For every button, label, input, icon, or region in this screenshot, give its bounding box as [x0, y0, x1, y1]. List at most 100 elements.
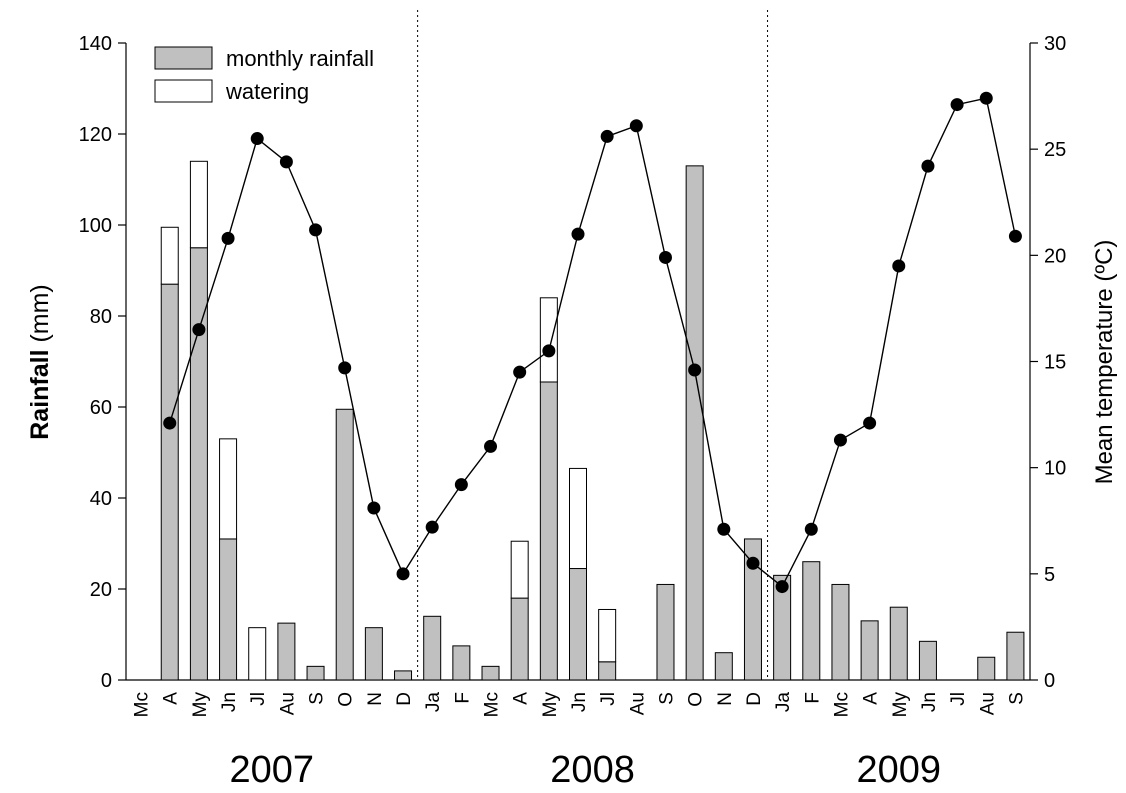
x-tick-label: My: [890, 692, 911, 718]
x-tick-label: Au: [977, 692, 998, 715]
temperature-point: [1008, 229, 1022, 243]
temperature-point: [746, 556, 760, 570]
x-tick-label: O: [686, 692, 707, 707]
bar-monthly-rainfall: [714, 652, 733, 681]
x-tick-label: A: [861, 692, 882, 705]
legend-label-watering: watering: [225, 79, 309, 104]
bar-monthly-rainfall: [802, 561, 821, 681]
bar-monthly-rainfall: [598, 661, 617, 681]
year-label-2007: 2007: [230, 749, 315, 791]
y-tick-label-right: 0: [1044, 670, 1055, 692]
bar-watering: [598, 608, 617, 663]
year-labels: 2007 2008 2009: [230, 749, 942, 791]
temperature-point: [571, 227, 585, 241]
temperature-point: [979, 91, 993, 105]
temperature-point: [717, 522, 731, 536]
y-axis-title-right: Mean temperature (ºC): [1091, 240, 1118, 485]
bar-monthly-rainfall: [1006, 631, 1025, 681]
y-tick-label-right: 20: [1044, 245, 1066, 267]
x-tick-label: Mc: [132, 692, 153, 717]
bar-watering: [539, 297, 558, 383]
bar-monthly-rainfall: [860, 620, 879, 681]
bar-monthly-rainfall: [394, 670, 413, 681]
x-tick-label: A: [511, 692, 532, 705]
bar-monthly-rainfall: [656, 583, 675, 681]
temperature-point: [629, 119, 643, 133]
bar-monthly-rainfall: [539, 381, 558, 681]
x-tick-label: F: [452, 692, 473, 704]
temperature-point: [367, 501, 381, 515]
x-tick-label: My: [540, 692, 561, 718]
x-tick-label: D: [394, 692, 415, 706]
x-tick-label: O: [336, 692, 357, 707]
bar-watering: [510, 540, 529, 599]
x-tick-label: Au: [277, 692, 298, 715]
temperature-point: [513, 365, 527, 379]
x-tick-label: Mc: [831, 692, 852, 717]
temperature-point: [688, 363, 702, 377]
temperature-point: [425, 520, 439, 534]
bar-monthly-rainfall: [743, 538, 762, 681]
legend-swatch-watering: [154, 79, 213, 103]
y-tick-label-right: 5: [1044, 564, 1055, 586]
legend: monthly rainfall watering: [154, 46, 374, 104]
temperature-point: [309, 223, 323, 237]
y-tick-label-left: 80: [90, 306, 112, 328]
temperature-point: [396, 567, 410, 581]
x-tick-label: My: [190, 692, 211, 718]
bar-watering: [189, 160, 208, 249]
chart-axes: 0 20 40 60 80 100 120 140 0 5 10 15 20 25 30: [79, 33, 1067, 692]
temperature-point: [163, 416, 177, 430]
x-tick-label: S: [1006, 692, 1027, 705]
temperature-point: [250, 132, 264, 146]
temperature-point: [484, 439, 498, 453]
temperature-point: [600, 129, 614, 143]
year-dividers: [417, 10, 769, 680]
bar-monthly-rainfall: [918, 640, 937, 681]
x-tick-label: Jn: [569, 692, 590, 712]
temperature-point: [221, 231, 235, 245]
bar-monthly-rainfall: [160, 283, 179, 681]
x-tick-label: Mc: [482, 692, 503, 717]
temperature-point: [454, 478, 468, 492]
bar-monthly-rainfall: [831, 583, 850, 681]
y-tick-label-right: 30: [1044, 33, 1066, 55]
legend-swatch-monthly-rainfall: [154, 46, 213, 70]
bar-monthly-rainfall: [481, 665, 500, 681]
temperature-point: [804, 522, 818, 536]
x-tick-labels: Mc A My Jn Jl Au S O N D Ja F Mc A My Jn Jl Au S O N D Ja F Mc A M…: [132, 692, 1028, 718]
x-tick-label: Ja: [423, 692, 444, 713]
bar-monthly-rainfall: [773, 574, 792, 681]
x-tick-label: N: [365, 692, 386, 706]
bar-monthly-rainfall: [569, 568, 587, 681]
x-tick-label: Jl: [948, 692, 969, 706]
y-tick-label-left: 60: [90, 397, 112, 419]
temperature-series-line: [169, 97, 1017, 588]
x-tick-label: N: [715, 692, 736, 706]
x-tick-label: Jn: [919, 692, 940, 712]
temperature-point: [921, 159, 935, 173]
bar-watering: [569, 467, 587, 570]
x-tick-label: D: [744, 692, 765, 706]
y-tick-label-right: 15: [1044, 352, 1066, 374]
temperature-point: [658, 250, 672, 264]
y-tick-label-left: 100: [79, 215, 112, 237]
y-tick-label-left: 120: [79, 124, 112, 146]
temperature-point: [279, 155, 293, 169]
year-label-2009: 2009: [857, 749, 942, 791]
temperature-point: [892, 259, 906, 273]
bar-monthly-rainfall: [423, 615, 442, 681]
y-tick-label-left: 0: [101, 670, 112, 692]
x-tick-label: S: [307, 692, 328, 705]
y-tick-label-right: 25: [1044, 139, 1066, 161]
temperature-point: [338, 361, 352, 375]
bar-monthly-rainfall: [685, 165, 704, 681]
temperature-point: [833, 433, 847, 447]
y-tick-label-left: 40: [90, 488, 112, 510]
bar-monthly-rainfall: [364, 627, 383, 681]
bar-watering: [248, 627, 267, 681]
bar-monthly-rainfall: [277, 622, 296, 681]
bar-monthly-rainfall: [977, 656, 996, 681]
y-tick-label-right: 10: [1044, 458, 1066, 480]
bar-watering: [219, 438, 238, 540]
